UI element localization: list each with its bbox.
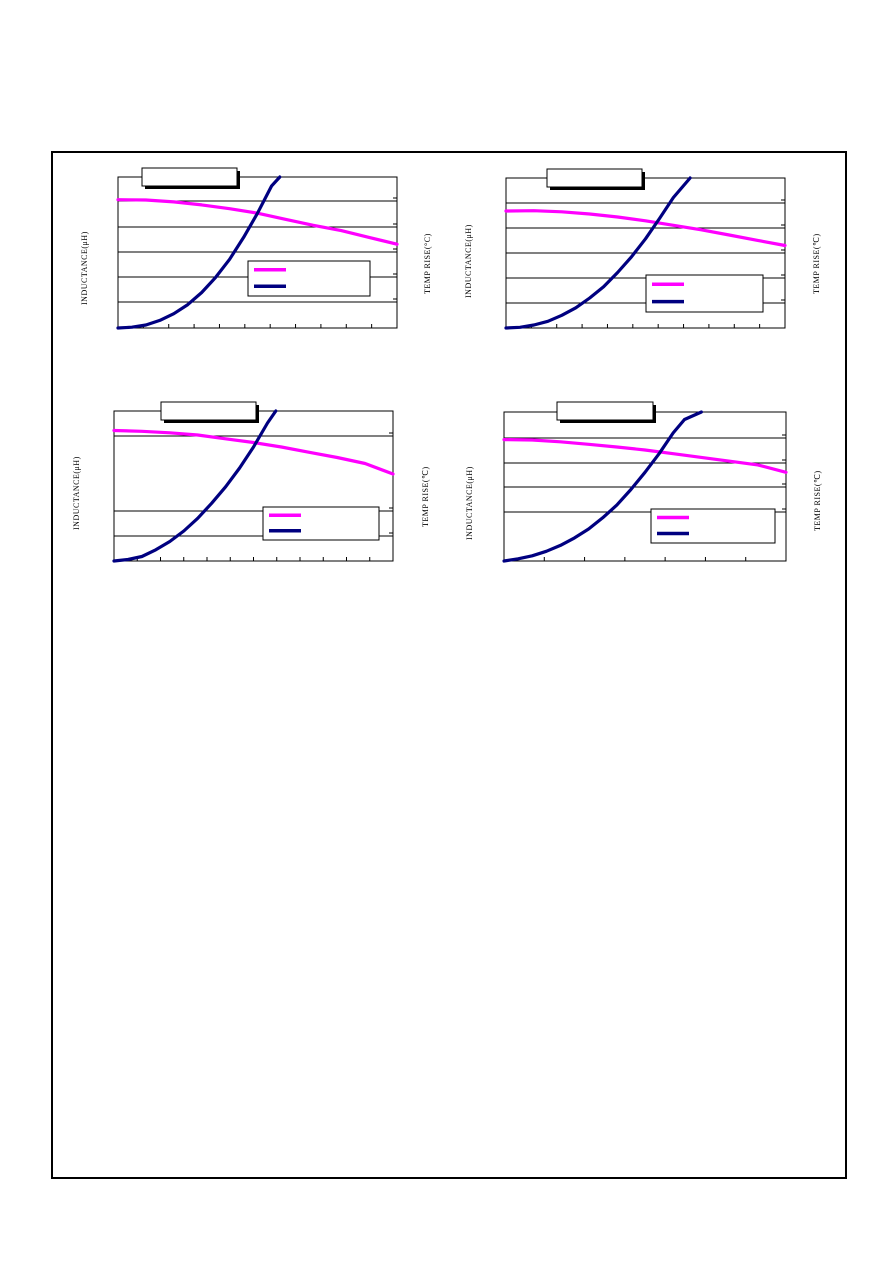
ylabel-left-chart-3: INDUCTANCE(μH) (72, 456, 81, 530)
ylabel-right-chart-4: TEMP RISE(℃) (813, 470, 822, 531)
plot-area-1 (117, 176, 398, 329)
ylabel-left-chart-4: INDUCTANCE(μH) (465, 466, 474, 540)
legend-box-1 (247, 260, 371, 297)
ylabel-right-chart-1: TEMP RISE(°C) (423, 233, 432, 294)
legend-box-3 (262, 506, 380, 541)
temp-rise-line-4 (502, 410, 704, 563)
title-box-4 (556, 401, 654, 421)
title-box-2 (546, 168, 643, 188)
ylabel-left-chart-2: INDUCTANCE(μH) (464, 224, 473, 298)
figure-frame (51, 151, 847, 1179)
ylabel-right-chart-2: TEMP RISE(℃) (812, 233, 821, 294)
title-box-3 (160, 401, 257, 421)
inductance-line-2 (504, 209, 787, 248)
temp-rise-line-2 (504, 176, 692, 330)
temp-rise-line-3 (112, 409, 278, 563)
inductance-line-1 (116, 198, 399, 246)
temp-rise-line-1 (116, 175, 282, 330)
legend-box-4 (650, 508, 776, 544)
legend-box-2 (645, 274, 764, 313)
title-box-1 (141, 167, 238, 187)
inductance-line-4 (502, 438, 788, 474)
ylabel-left-chart-1: INDUCTANCE(μH) (80, 231, 89, 305)
ylabel-right-chart-3: TEMP RISE(℃) (421, 466, 430, 527)
inductance-line-3 (112, 428, 395, 476)
plot-area-2 (505, 177, 786, 329)
